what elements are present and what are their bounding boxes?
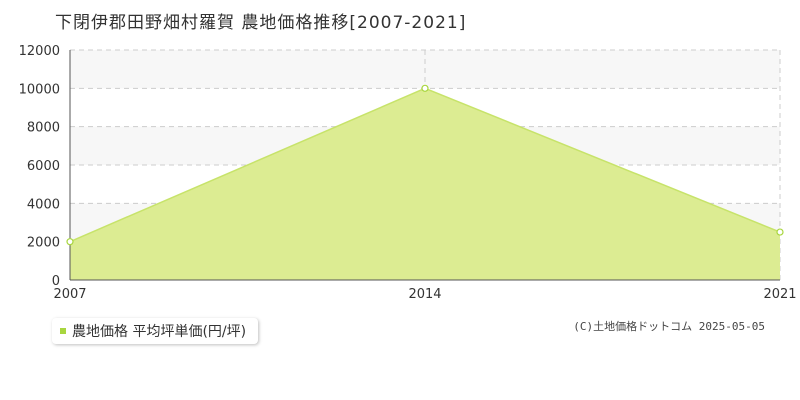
y-tick-label: 4000	[27, 197, 60, 212]
x-tick-label: 2021	[763, 287, 796, 302]
y-tick-label: 0	[52, 274, 60, 289]
data-point	[66, 238, 74, 246]
data-point	[776, 228, 784, 236]
legend-swatch	[60, 328, 66, 334]
series-area	[70, 88, 780, 280]
copyright-text: (C)土地価格ドットコム 2025-05-05	[573, 320, 765, 333]
y-tick-label: 10000	[19, 82, 60, 97]
y-tick-label: 2000	[27, 236, 60, 251]
x-tick-label: 2014	[408, 287, 441, 302]
y-tick-label: 8000	[27, 121, 60, 136]
x-tick-label: 2007	[53, 287, 86, 302]
chart-title: 下閉伊郡田野畑村羅賀 農地価格推移[2007-2021]	[55, 13, 467, 33]
data-point	[421, 84, 429, 92]
y-tick-label: 6000	[27, 159, 60, 174]
legend: 農地価格 平均坪単価(円/坪)	[52, 318, 259, 344]
y-tick-label: 12000	[19, 44, 60, 59]
legend-label: 農地価格 平均坪単価(円/坪)	[72, 324, 247, 340]
